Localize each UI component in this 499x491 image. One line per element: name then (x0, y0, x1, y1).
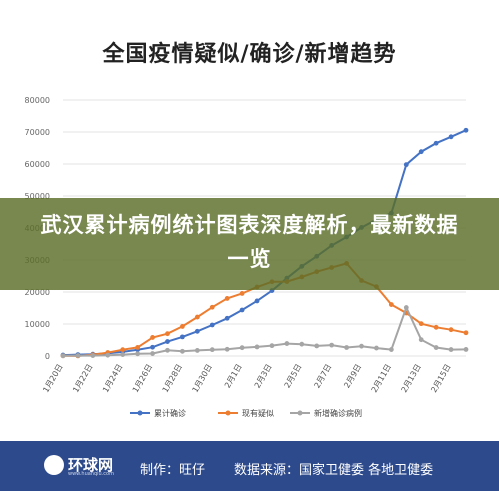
data-point (239, 345, 245, 351)
data-point (150, 351, 155, 356)
data-point (403, 305, 409, 310)
legend-marker (225, 410, 231, 416)
data-point (254, 344, 260, 350)
y-tick-label: 20000 (25, 288, 50, 297)
data-point (120, 347, 126, 353)
y-tick-label: 0 (45, 352, 50, 361)
legend-label: 累计确诊 (154, 408, 186, 418)
data-point (418, 149, 424, 155)
x-tick-label: 2月1日 (223, 363, 244, 390)
data-point (284, 341, 290, 346)
data-point (463, 347, 469, 352)
headline-text: 武汉累计病例统计图表深度解析，最新数据一览 (40, 213, 459, 271)
x-tick-label: 2月11日 (370, 363, 393, 395)
data-point (254, 298, 260, 304)
y-tick-label: 80000 (25, 96, 50, 105)
data-point (224, 315, 230, 321)
data-point (165, 339, 170, 344)
data-point (344, 345, 349, 350)
x-tick-label: 1月26日 (131, 363, 154, 395)
legend-label: 现有疑似 (242, 408, 274, 418)
data-point (374, 345, 379, 351)
x-tick-label: 1月28日 (161, 363, 184, 395)
data-point (224, 296, 230, 301)
legend-marker (297, 410, 303, 416)
x-tick-label: 1月30日 (191, 363, 214, 395)
data-point (463, 127, 469, 133)
data-point (75, 353, 81, 358)
data-point (329, 342, 335, 348)
data-point (299, 341, 305, 347)
data-point (209, 304, 215, 310)
data-point (418, 337, 424, 343)
data-point (448, 347, 454, 352)
data-point (359, 343, 364, 349)
data-point (180, 334, 185, 340)
data-point (463, 330, 469, 336)
data-point (209, 322, 215, 328)
data-point (135, 345, 141, 350)
y-tick-label: 50000 (25, 192, 50, 201)
brand-url: www.huanqiu.com (68, 471, 114, 477)
data-point (194, 328, 200, 334)
data-point (269, 343, 275, 349)
legend-marker (137, 410, 143, 416)
globe-icon (44, 455, 64, 475)
data-point (239, 307, 245, 313)
data-point (180, 348, 185, 354)
footer-bar (0, 441, 499, 491)
series-line (62, 304, 467, 357)
data-point (105, 352, 111, 358)
brand-name: 环球网 (68, 456, 114, 474)
data-point (165, 331, 170, 337)
data-point (388, 302, 394, 307)
x-tick-label: 2月9日 (342, 363, 363, 390)
x-tick-label: 2月5日 (283, 363, 304, 390)
data-point (165, 347, 170, 353)
data-point (135, 351, 141, 357)
legend-label: 新增确诊病例 (314, 408, 362, 418)
x-tick-label: 1月22日 (71, 363, 94, 395)
data-point (60, 353, 66, 359)
data-point (180, 324, 185, 329)
data-point (194, 348, 200, 353)
series-line (62, 129, 467, 357)
data-point (388, 347, 394, 352)
data-point (194, 314, 200, 320)
producer-credit: 制作：旺仔 (140, 463, 206, 478)
data-point (150, 344, 155, 350)
headline-banner (0, 198, 499, 290)
data-point (403, 162, 409, 168)
data-point (448, 327, 454, 333)
data-point (209, 347, 215, 353)
data-point (239, 291, 245, 296)
x-tick-label: 2月7日 (313, 363, 334, 390)
brand-logo: 环球网 www.huanqiu.com (44, 452, 116, 478)
data-point (448, 134, 454, 140)
data-point (314, 343, 320, 349)
y-tick-label: 60000 (25, 160, 50, 169)
data-source: 数据来源：国家卫健委 各地卫健委 (234, 463, 434, 478)
data-point (433, 345, 439, 350)
x-tick-label: 2月13日 (400, 363, 423, 395)
x-tick-label: 1月20日 (41, 363, 64, 395)
chart-title: 全国疫情疑似/确诊/新增趋势 (102, 42, 397, 67)
data-point (150, 335, 155, 340)
x-tick-label: 2月15日 (429, 363, 452, 395)
data-point (433, 324, 439, 330)
data-point (418, 321, 424, 327)
y-tick-label: 70000 (25, 128, 50, 137)
x-tick-label: 1月24日 (101, 363, 124, 395)
data-point (224, 346, 230, 352)
data-point (90, 353, 96, 358)
x-tick-label: 2月3日 (253, 363, 274, 390)
y-tick-label: 10000 (25, 320, 50, 329)
data-point (120, 352, 126, 357)
data-point (433, 140, 439, 146)
